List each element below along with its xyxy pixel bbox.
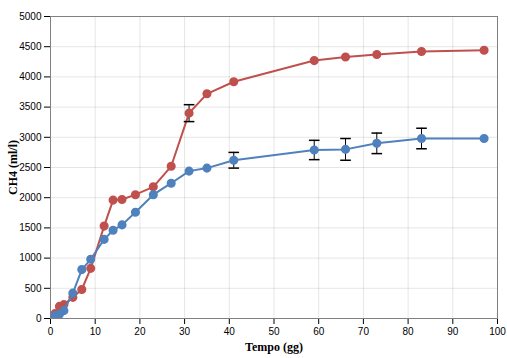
svg-text:10: 10 — [90, 326, 102, 337]
svg-text:2500: 2500 — [19, 162, 42, 173]
svg-text:90: 90 — [447, 326, 459, 337]
svg-text:1000: 1000 — [19, 252, 42, 263]
svg-text:2000: 2000 — [19, 192, 42, 203]
svg-text:50: 50 — [268, 326, 280, 337]
svg-text:Tempo (gg): Tempo (gg) — [245, 340, 303, 354]
svg-text:80: 80 — [403, 326, 415, 337]
svg-text:20: 20 — [134, 326, 146, 337]
svg-text:30: 30 — [179, 326, 191, 337]
svg-text:4000: 4000 — [19, 71, 42, 82]
svg-text:40: 40 — [224, 326, 236, 337]
svg-text:3000: 3000 — [19, 132, 42, 143]
svg-text:CH4 (ml/l): CH4 (ml/l) — [6, 140, 20, 195]
svg-text:3500: 3500 — [19, 101, 42, 112]
svg-text:0: 0 — [36, 313, 42, 324]
svg-text:1500: 1500 — [19, 222, 42, 233]
svg-text:4500: 4500 — [19, 41, 42, 52]
svg-text:60: 60 — [313, 326, 325, 337]
svg-text:0: 0 — [48, 326, 54, 337]
svg-text:500: 500 — [25, 283, 42, 294]
svg-text:100: 100 — [489, 326, 506, 337]
svg-text:70: 70 — [358, 326, 370, 337]
svg-text:5000: 5000 — [19, 11, 42, 22]
